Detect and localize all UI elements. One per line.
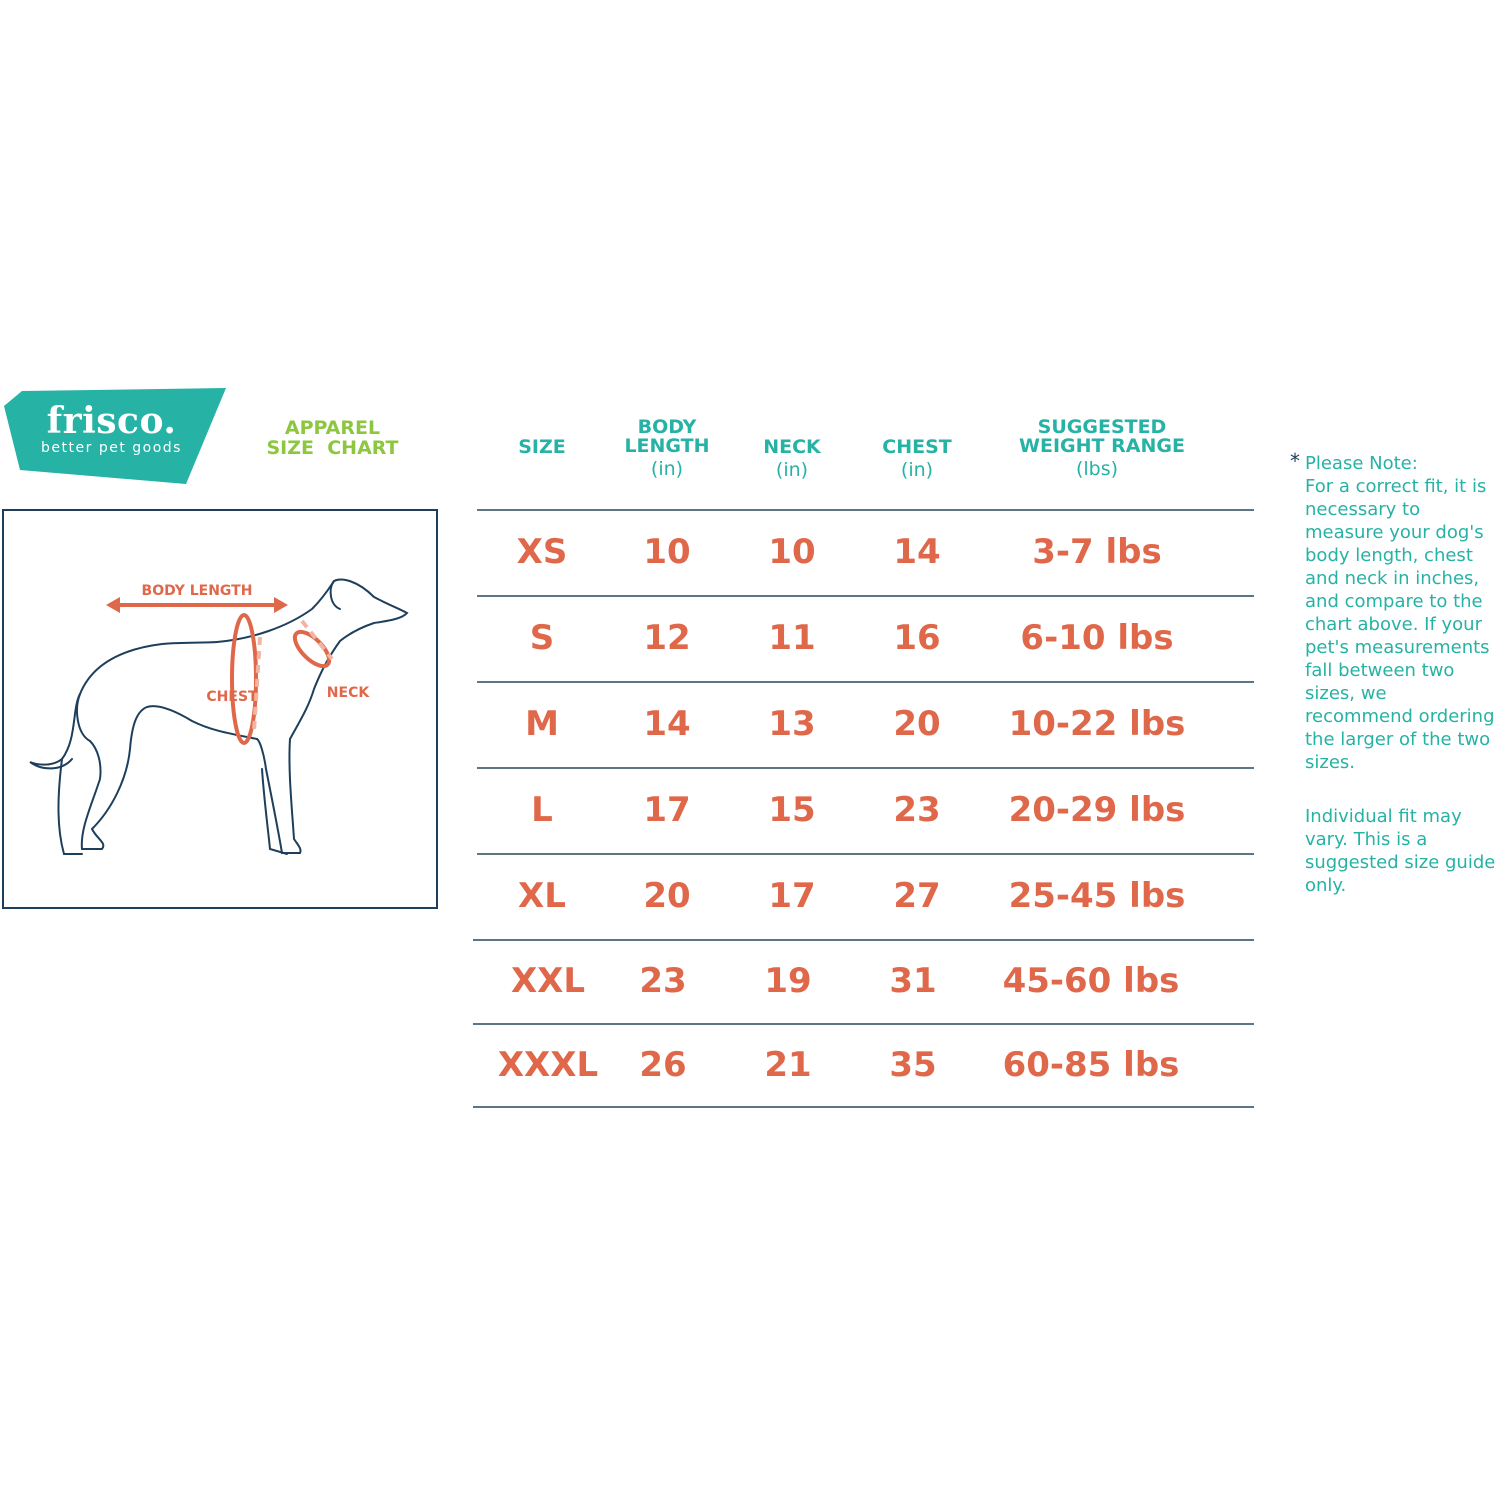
cell-weight-range: 45-60 lbs [1002,961,1180,1001]
header-title: NECK [763,436,821,458]
cell-size: XXXL [497,1044,599,1085]
cell-neck: 13 [768,704,816,744]
header-neck: NECK (in) [702,438,882,483]
cell-neck: 19 [764,961,812,1001]
cell-neck: 10 [768,532,816,572]
cell-body-length: 20 [643,876,691,916]
cell-weight-range: 25-45 lbs [1008,876,1186,916]
cell-body-length: 12 [643,618,691,658]
cell-neck: 17 [768,876,816,916]
header-unit: (in) [650,458,684,480]
cell-weight-range: 3-7 lbs [1032,532,1162,572]
logo-name: frisco. [46,400,177,442]
title-line1: APPAREL [284,417,381,439]
cell-chest: 20 [893,704,941,744]
cell-size: S [529,618,555,658]
row-divider [477,595,1254,597]
header-size: SIZE [452,438,632,457]
cell-neck: 21 [764,1044,812,1085]
row-divider [477,681,1254,683]
cell-chest: 31 [889,961,937,1001]
header-chest: CHEST (in) [827,438,1007,483]
cell-weight-range: 6-10 lbs [1020,618,1174,658]
row-divider [477,509,1254,511]
cell-body-length: 23 [639,961,687,1001]
cell-size: XXL [510,961,586,1001]
row-divider [473,1106,1254,1108]
header-title: SUGGESTED WEIGHT RANGE [1019,416,1185,457]
cell-body-length: 10 [643,532,691,572]
note-heading: Please Note: [1305,453,1418,474]
body-length-label: BODY LENGTH [142,583,253,599]
cell-size: L [531,790,553,830]
cell-size: M [525,704,559,744]
cell-chest: 23 [893,790,941,830]
header-unit: (in) [775,459,809,481]
cell-size: XS [516,532,568,572]
cell-chest: 16 [893,618,941,658]
chart-title: APPAREL SIZE CHART [250,418,415,458]
cell-body-length: 14 [643,704,691,744]
header-title: SIZE [518,436,566,458]
header-unit: (in) [900,459,934,481]
header-weight-range: SUGGESTED WEIGHT RANGE (lbs) [1007,418,1187,482]
measurement-arrows [106,597,332,745]
cell-size: XL [518,876,566,916]
note-body: For a correct fit, it is necessary to me… [1305,476,1495,773]
cell-body-length: 26 [639,1044,687,1085]
asterisk: * [1290,449,1300,473]
cell-chest: 14 [893,532,941,572]
header-body-length: BODY LENGTH (in) [577,418,757,482]
dog-measurement-diagram: BODY LENGTH CHEST NECK [2,509,438,909]
dog-outline [29,578,409,855]
logo-tagline: better pet goods [41,440,182,456]
cell-body-length: 17 [643,790,691,830]
note-disclaimer: Individual fit may vary. This is a sugge… [1305,806,1496,896]
header-title: CHEST [882,436,952,458]
cell-weight-range: 10-22 lbs [1008,704,1186,744]
row-divider [477,853,1254,855]
fit-note: * Please Note: For a correct fit, it is … [1290,449,1500,897]
cell-neck: 11 [768,618,816,658]
row-divider [473,1023,1254,1025]
cell-weight-range: 20-29 lbs [1008,790,1186,830]
row-divider [477,767,1254,769]
row-divider [473,939,1254,941]
cell-chest: 35 [889,1044,937,1085]
cell-chest: 27 [893,876,941,916]
cell-neck: 15 [768,790,816,830]
cell-weight-range: 60-85 lbs [1002,1044,1180,1085]
frisco-logo: frisco. better pet goods [4,388,228,484]
neck-label: NECK [327,685,371,701]
header-unit: (lbs) [1075,458,1119,480]
header-title: BODY LENGTH [624,416,710,457]
chest-label: CHEST [206,689,258,705]
title-line2: SIZE CHART [266,437,399,459]
